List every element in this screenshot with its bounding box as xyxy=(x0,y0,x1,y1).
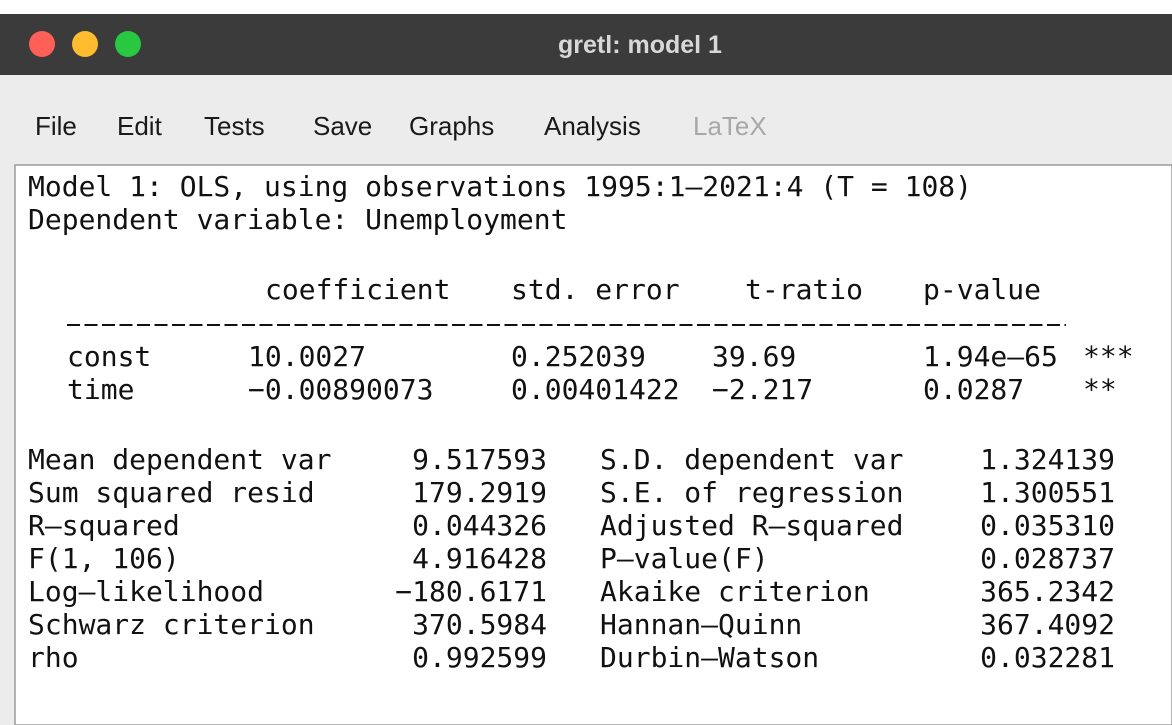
menu-item[interactable]: Tests xyxy=(204,111,265,141)
stat-value: 1.300551 xyxy=(980,476,1115,509)
table-cell: 0.252039 xyxy=(511,340,646,373)
stat-label: Schwarz criterion xyxy=(28,608,315,641)
table-cell: −0.00890073 xyxy=(248,373,433,406)
stat-label: Hannan–Quinn xyxy=(600,608,802,641)
stat-value: 367.4092 xyxy=(980,608,1115,641)
column-header: std. error xyxy=(511,273,680,306)
stat-value: 179.2919 xyxy=(412,476,547,509)
menu-item[interactable]: File xyxy=(35,111,77,141)
stat-label: Adjusted R–squared xyxy=(600,509,903,542)
stat-value: −180.6171 xyxy=(395,575,547,608)
column-header: p-value xyxy=(923,273,1041,306)
table-cell: 0.0287 xyxy=(923,373,1024,406)
close-button[interactable] xyxy=(29,31,55,57)
menu-item[interactable]: Save xyxy=(313,111,372,141)
stat-label: F(1, 106) xyxy=(28,542,180,575)
table-cell: const xyxy=(67,340,151,373)
heading-line: Model 1: OLS, using observations 1995:1–… xyxy=(28,170,972,203)
stat-value: 0.992599 xyxy=(412,641,547,674)
stat-value: 370.5984 xyxy=(412,608,547,641)
table-cell: 0.00401422 xyxy=(511,373,680,406)
menu-bar: File Edit Tests Save Graphs Analysis LaTeX xyxy=(35,111,767,141)
stat-label: P–value(F) xyxy=(600,542,769,575)
table-cell: 39.69 xyxy=(712,340,796,373)
zoom-button[interactable] xyxy=(115,31,141,57)
stat-value: 0.035310 xyxy=(980,509,1115,542)
table-cell: −2.217 xyxy=(712,373,813,406)
stat-label: S.D. dependent var xyxy=(600,443,903,476)
stat-label: rho xyxy=(28,641,79,674)
table-cell: ** xyxy=(1083,373,1117,406)
text-area xyxy=(14,164,1172,725)
stat-label: Mean dependent var xyxy=(28,443,331,476)
stat-value: 4.916428 xyxy=(412,542,547,575)
stat-value: 9.517593 xyxy=(412,443,547,476)
table-cell: time xyxy=(67,373,134,406)
stat-label: Sum squared resid xyxy=(28,476,315,509)
stat-label: Akaike criterion xyxy=(600,575,870,608)
window-title: gretl: model 1 xyxy=(558,31,722,59)
minimize-button[interactable] xyxy=(72,31,98,57)
stat-value: 0.032281 xyxy=(980,641,1115,674)
menu-item[interactable]: Analysis xyxy=(544,111,641,141)
stat-label: Durbin–Watson xyxy=(600,641,819,674)
stat-label: Log–likelihood xyxy=(28,575,264,608)
output: Model 1: OLS, using observations 1995:1–… xyxy=(28,170,1134,674)
menu-item[interactable]: LaTeX xyxy=(693,111,767,141)
stat-label: R–squared xyxy=(28,509,180,542)
stat-label: S.E. of regression xyxy=(600,476,903,509)
stat-value: 365.2342 xyxy=(980,575,1115,608)
table-cell: 10.0027 xyxy=(248,340,366,373)
table-cell: *** xyxy=(1083,340,1134,373)
title-bar xyxy=(0,14,1172,75)
column-header: t-ratio xyxy=(745,273,863,306)
table-cell: 1.94e–65 xyxy=(923,340,1058,373)
menu-item[interactable]: Edit xyxy=(117,111,163,141)
column-header: coefficient xyxy=(265,273,450,306)
menu-item[interactable]: Graphs xyxy=(409,111,494,141)
stat-value: 0.028737 xyxy=(980,542,1115,575)
stat-value: 1.324139 xyxy=(980,443,1115,476)
heading-line: Dependent variable: Unemployment xyxy=(28,203,567,236)
stat-value: 0.044326 xyxy=(412,509,547,542)
